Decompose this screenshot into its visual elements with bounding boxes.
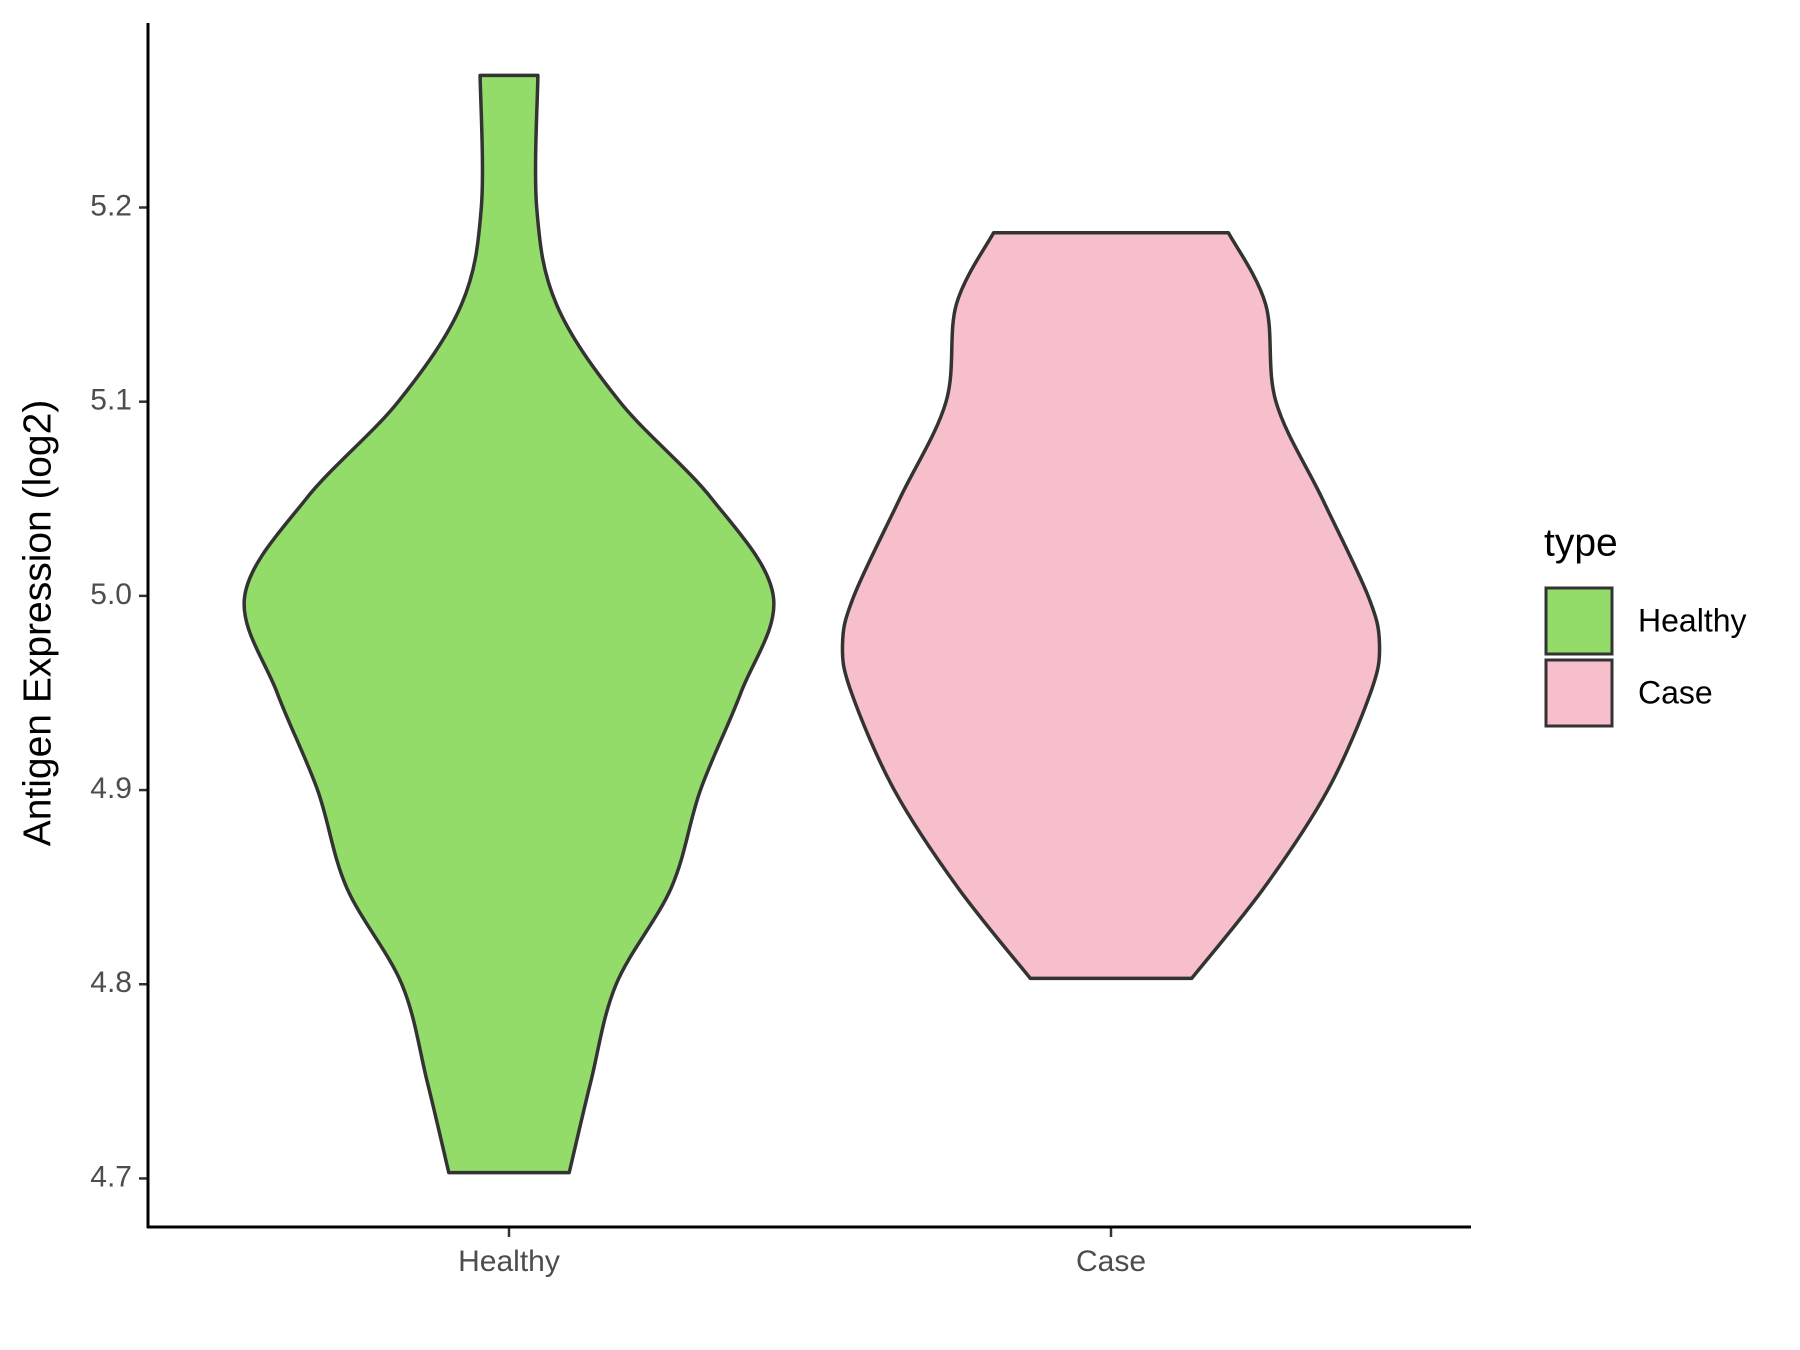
legend-label: Healthy — [1638, 602, 1747, 638]
y-tick-label: 5.2 — [90, 189, 132, 222]
x-tick-label: Case — [1076, 1245, 1146, 1278]
x-tick-label: Healthy — [458, 1245, 560, 1278]
y-tick-label: 4.7 — [90, 1160, 132, 1193]
y-axis-title: Antigen Expression (log2) — [16, 400, 59, 847]
y-tick-label: 4.9 — [90, 772, 132, 805]
y-tick-label: 5.1 — [90, 384, 132, 417]
legend-key — [1544, 658, 1614, 728]
y-tick-label: 4.8 — [90, 966, 132, 999]
violin — [242, 73, 776, 1175]
violin — [840, 230, 1382, 981]
legend-title: type — [1544, 521, 1618, 564]
y-tick-label: 5.0 — [90, 578, 132, 611]
legend-key — [1544, 586, 1614, 656]
legend-label: Case — [1638, 674, 1713, 710]
